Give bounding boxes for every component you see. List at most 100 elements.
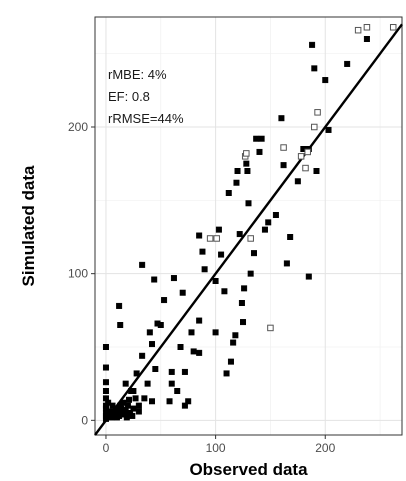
data-point-filled <box>344 60 351 67</box>
data-point-filled <box>241 285 248 292</box>
data-point-filled <box>256 148 263 155</box>
data-point-filled <box>133 370 140 377</box>
data-point-hollow <box>363 24 371 31</box>
data-point-filled <box>294 178 301 185</box>
data-point-filled <box>201 266 208 273</box>
data-point-hollow <box>311 123 318 131</box>
data-point-filled <box>313 168 320 174</box>
data-point-filled <box>272 212 279 218</box>
data-point-hollow <box>247 235 254 242</box>
data-point-hollow <box>280 144 287 151</box>
data-point-filled <box>232 332 239 339</box>
data-point-filled <box>130 405 137 412</box>
data-point-filled <box>234 168 241 174</box>
data-point-filled <box>221 288 228 295</box>
x-tick-label: 0 <box>103 441 110 455</box>
data-point-hollow <box>267 324 274 332</box>
data-point-filled <box>218 251 225 258</box>
data-point-filled <box>125 396 132 403</box>
data-point-filled <box>102 388 109 394</box>
data-point-filled <box>139 352 146 359</box>
stats-annotations: rMBE: 4% EF: 0.8 rRMSE=44% <box>108 67 184 126</box>
data-point-filled <box>181 368 188 375</box>
plot-panel <box>94 16 403 436</box>
data-point-filled <box>240 319 247 326</box>
data-point-filled <box>141 395 148 402</box>
data-point-filled <box>199 248 206 255</box>
y-tick-label: 0 <box>81 413 88 427</box>
data-point-filled <box>322 77 329 84</box>
data-point-filled <box>311 65 318 72</box>
x-axis-title: Observed data <box>189 460 308 479</box>
data-point-filled <box>129 412 136 419</box>
y-tick-label: 200 <box>68 120 88 134</box>
data-point-hollow <box>302 164 309 172</box>
data-point-filled <box>215 226 222 233</box>
data-point-filled <box>280 162 287 169</box>
data-point-filled <box>250 250 257 257</box>
data-point-filled <box>196 349 203 356</box>
data-point-filled <box>135 408 142 415</box>
data-point-filled <box>196 232 203 239</box>
data-point-filled <box>188 329 195 336</box>
data-point-filled <box>253 135 260 142</box>
data-point-filled <box>117 322 124 328</box>
data-point-filled <box>151 276 158 283</box>
data-point-filled <box>161 297 168 304</box>
data-point-filled <box>185 398 192 405</box>
y-tick-label: 100 <box>68 267 88 281</box>
data-point-filled <box>287 234 294 240</box>
data-point-filled <box>278 115 285 122</box>
data-point-filled <box>309 41 316 48</box>
data-point-filled <box>212 329 219 336</box>
data-point-filled <box>157 322 164 328</box>
data-point-filled <box>135 402 142 409</box>
data-point-filled <box>244 168 251 174</box>
data-point-hollow <box>314 109 321 116</box>
data-point-filled <box>168 380 175 387</box>
x-tick-label: 100 <box>206 441 226 455</box>
data-point-filled <box>261 226 268 233</box>
data-point-hollow <box>304 148 311 156</box>
data-points <box>102 24 397 422</box>
data-point-hollow <box>206 235 214 242</box>
data-point-filled <box>168 368 175 375</box>
data-point-filled <box>122 380 129 387</box>
identity-line <box>94 23 403 436</box>
stat-annotation: rRMSE=44% <box>108 111 184 126</box>
data-point-filled <box>124 402 131 409</box>
data-point-filled <box>146 329 153 336</box>
data-point-filled <box>212 278 219 284</box>
data-point-hollow <box>354 26 362 34</box>
data-point-hollow <box>243 150 250 157</box>
data-point-filled <box>223 370 230 377</box>
data-point-filled <box>152 366 159 372</box>
y-axis-title: Simulated data <box>19 165 38 286</box>
data-point-filled <box>225 190 232 196</box>
stat-annotation: rMBE: 4% <box>108 67 167 82</box>
data-point-filled <box>325 126 332 133</box>
data-point-filled <box>238 300 245 306</box>
data-point-filled <box>144 380 151 387</box>
axis-ticks: 0 100 200 0 100 200 <box>68 120 336 455</box>
data-point-filled <box>305 273 312 280</box>
data-point-filled <box>177 344 184 350</box>
data-point-filled <box>179 289 186 296</box>
data-point-filled <box>243 160 250 167</box>
data-point-hollow <box>297 153 305 160</box>
data-point-filled <box>230 339 237 346</box>
data-point-filled <box>174 388 181 394</box>
data-point-hollow <box>213 235 220 242</box>
data-point-filled <box>102 379 109 386</box>
data-point-filled <box>166 398 173 405</box>
data-point-filled <box>139 261 146 268</box>
data-point-filled <box>181 402 188 409</box>
data-point-filled <box>170 275 177 282</box>
data-point-filled <box>102 364 109 371</box>
data-point-filled <box>149 341 156 348</box>
data-point-filled <box>102 344 109 350</box>
data-point-filled <box>130 388 137 394</box>
data-point-filled <box>258 135 265 142</box>
data-point-filled <box>196 317 203 324</box>
